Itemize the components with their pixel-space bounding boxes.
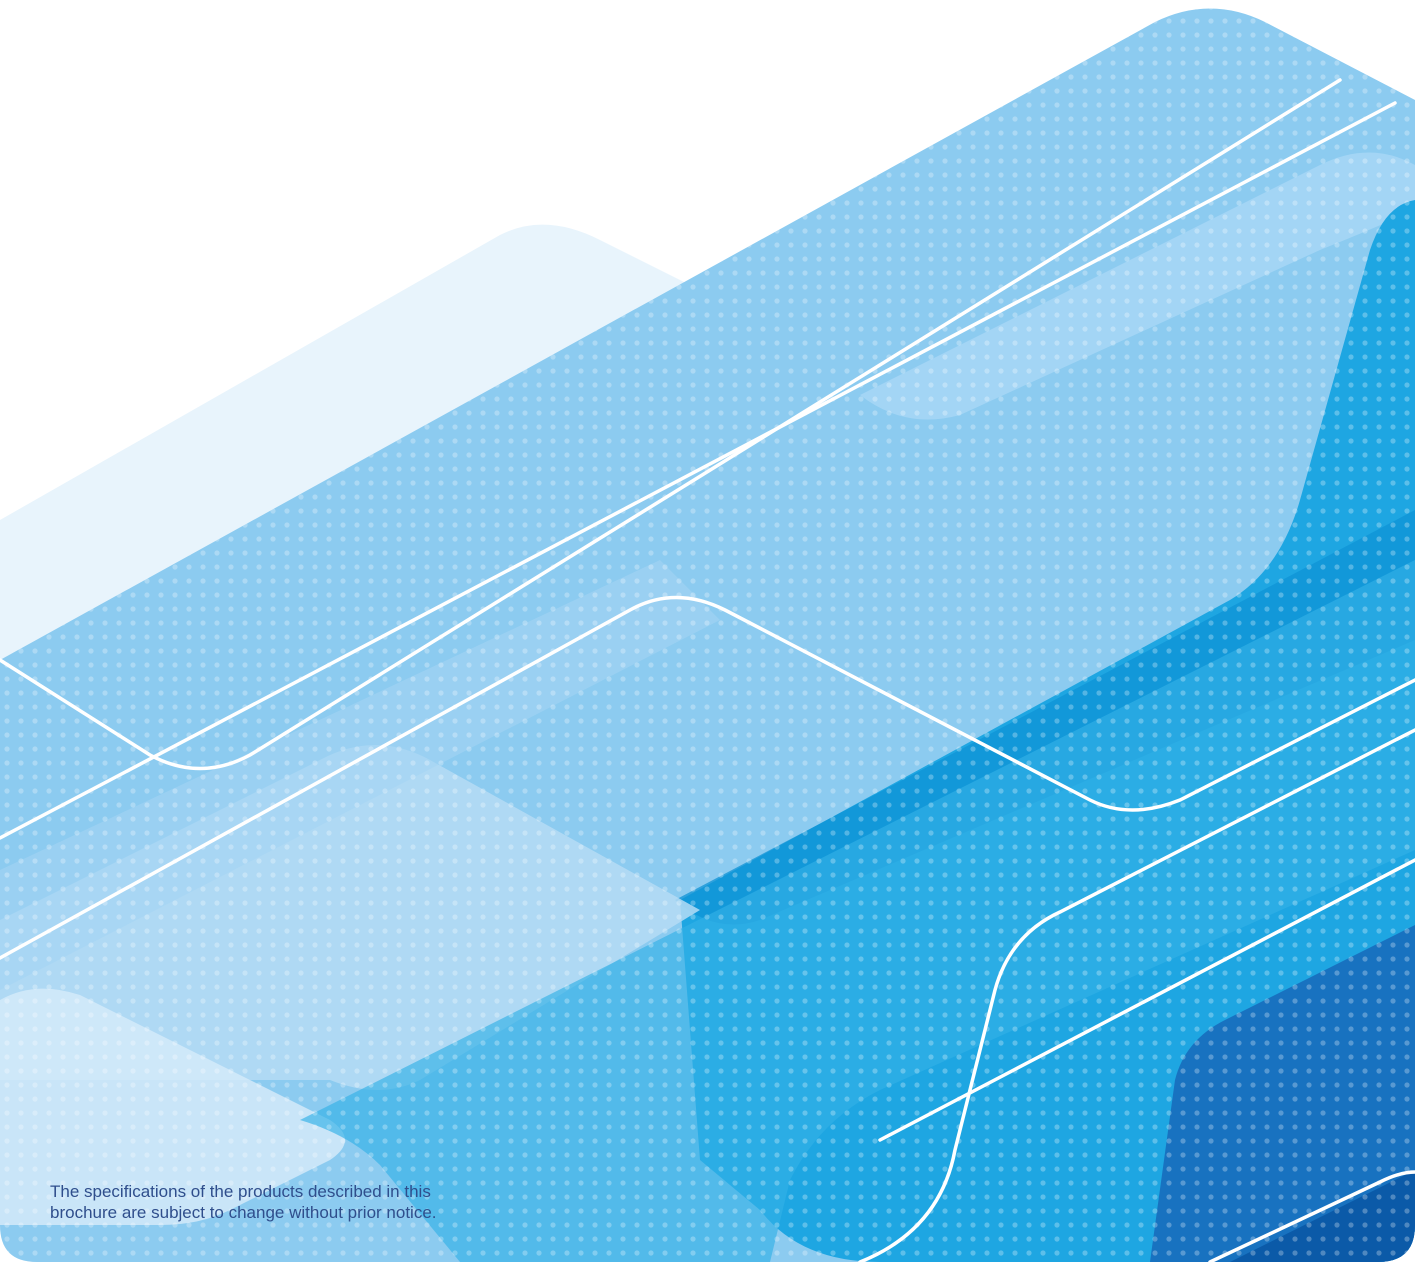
disclaimer-line-1: The specifications of the products descr… (50, 1182, 431, 1201)
disclaimer-text: The specifications of the products descr… (50, 1181, 570, 1223)
line-upper-diagonal (0, 101, 1397, 840)
dot-texture (0, 8, 1415, 1262)
line-middle-peak (0, 595, 1415, 960)
line-s-curve (858, 728, 1415, 1262)
line-corner (1208, 1170, 1415, 1262)
disclaimer-line-2: brochure are subject to change without p… (50, 1203, 437, 1222)
